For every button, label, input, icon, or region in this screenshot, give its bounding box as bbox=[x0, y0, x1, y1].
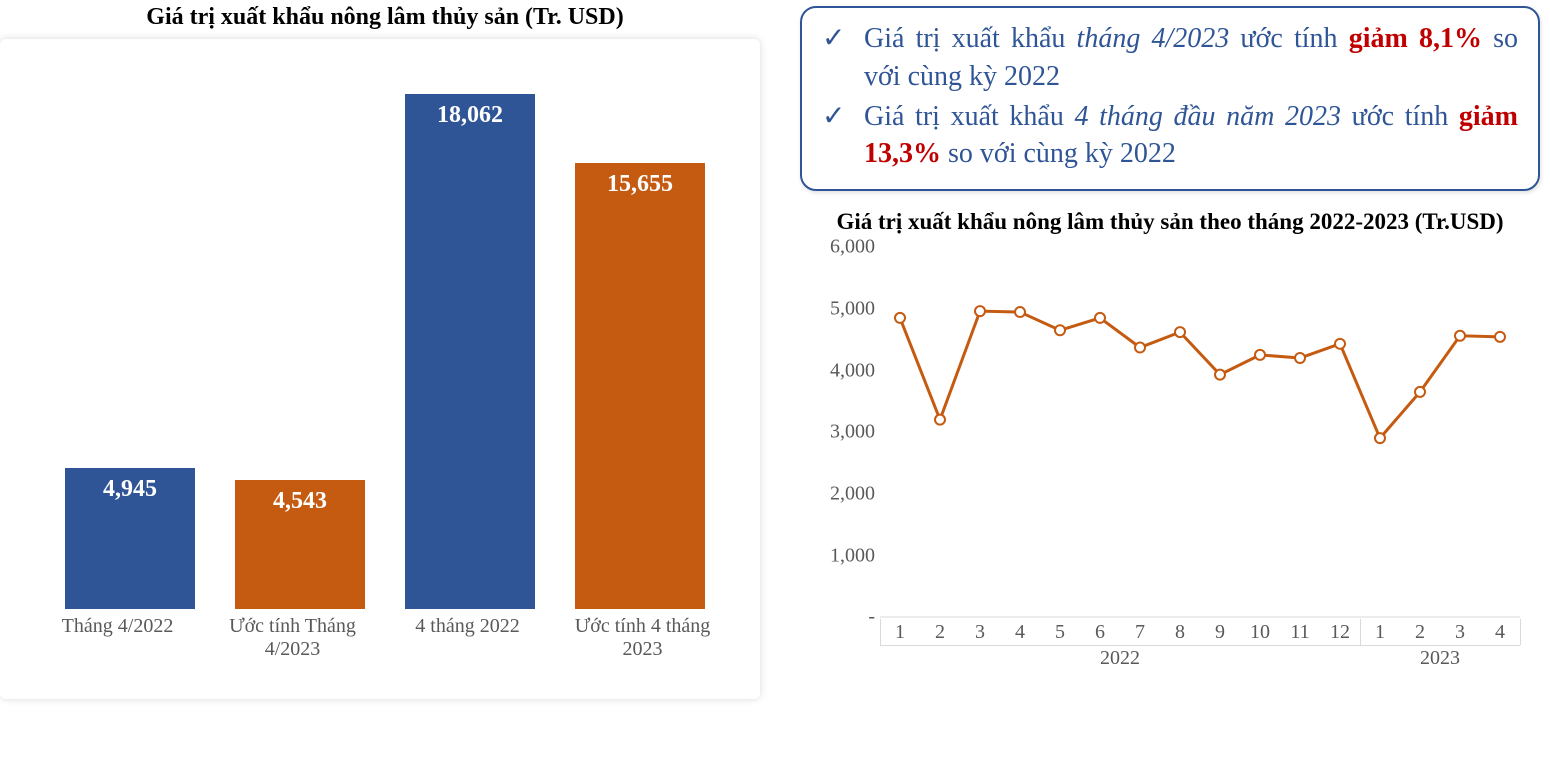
y-tick-label: - bbox=[800, 606, 875, 629]
bar-value-label: 4,945 bbox=[65, 476, 195, 503]
bar: 15,655 bbox=[575, 163, 705, 609]
line-marker bbox=[975, 306, 985, 316]
callout-text-post: so với cùng kỳ 2022 bbox=[941, 138, 1176, 169]
line-marker bbox=[1175, 327, 1185, 337]
line-marker bbox=[1215, 370, 1225, 380]
bar-body bbox=[575, 163, 705, 609]
check-icon: ✓ bbox=[822, 20, 864, 58]
y-tick-label: 6,000 bbox=[800, 236, 875, 259]
line-marker bbox=[935, 415, 945, 425]
y-tick-label: 1,000 bbox=[800, 544, 875, 567]
line-marker bbox=[1295, 353, 1305, 363]
y-tick-label: 3,000 bbox=[800, 421, 875, 444]
line-marker bbox=[1255, 350, 1265, 360]
x-group-separator bbox=[1520, 619, 1521, 645]
bar: 4,945 bbox=[65, 468, 195, 609]
bar-chart: 4,9454,54318,06215,655 Tháng 4/2022Ước t… bbox=[0, 39, 760, 699]
callout-text-pre: Giá trị xuất khẩu bbox=[864, 101, 1074, 132]
x-group-label: 2022 bbox=[1100, 647, 1140, 670]
line-marker bbox=[1335, 339, 1345, 349]
y-tick-label: 5,000 bbox=[800, 297, 875, 320]
x-tick-label: 3 bbox=[1455, 621, 1465, 644]
line-marker bbox=[1135, 343, 1145, 353]
callout-text-mid: ước tính bbox=[1229, 23, 1348, 54]
x-tick-label: 1 bbox=[1375, 621, 1385, 644]
bar-x-label: Tháng 4/2022 bbox=[33, 615, 203, 661]
x-tick-label: 5 bbox=[1055, 621, 1065, 644]
bar-x-label: 4 tháng 2022 bbox=[383, 615, 553, 661]
line-marker bbox=[1375, 433, 1385, 443]
x-tick-label: 11 bbox=[1290, 621, 1309, 644]
bar-value-label: 18,062 bbox=[405, 102, 535, 129]
line-marker bbox=[1015, 307, 1025, 317]
bar: 18,062 bbox=[405, 94, 535, 609]
x-tick-label: 6 bbox=[1095, 621, 1105, 644]
bar-x-label: Ước tính 4 tháng 2023 bbox=[558, 615, 728, 661]
bar-chart-x-labels: Tháng 4/2022Ước tính Tháng 4/20234 tháng… bbox=[30, 615, 730, 661]
y-tick-label: 4,000 bbox=[800, 359, 875, 382]
callout-text-highlight: giảm 8,1% bbox=[1349, 23, 1482, 54]
x-group-underline bbox=[880, 645, 1360, 646]
line-marker bbox=[1415, 387, 1425, 397]
line-marker bbox=[1095, 313, 1105, 323]
callout-item: ✓Giá trị xuất khẩu tháng 4/2023 ước tính… bbox=[822, 20, 1518, 96]
left-column: Giá trị xuất khẩu nông lâm thủy sản (Tr.… bbox=[0, 0, 780, 763]
x-tick-label: 9 bbox=[1215, 621, 1225, 644]
x-tick-label: 8 bbox=[1175, 621, 1185, 644]
x-tick-label: 7 bbox=[1135, 621, 1145, 644]
x-group-separator bbox=[1360, 619, 1361, 645]
x-tick-label: 2 bbox=[1415, 621, 1425, 644]
x-tick-label: 1 bbox=[895, 621, 905, 644]
check-icon: ✓ bbox=[822, 98, 864, 136]
bar: 4,543 bbox=[235, 480, 365, 609]
line-series bbox=[900, 311, 1500, 438]
x-group-underline bbox=[1360, 645, 1520, 646]
line-marker bbox=[1455, 331, 1465, 341]
line-marker bbox=[1495, 332, 1505, 342]
bar-x-label: Ước tính Tháng 4/2023 bbox=[208, 615, 378, 661]
x-tick-label: 12 bbox=[1330, 621, 1350, 644]
line-chart-title: Giá trị xuất khẩu nông lâm thủy sản theo… bbox=[800, 209, 1540, 235]
line-chart: - 1,000 2,000 3,000 4,000 5,000 6,000 12… bbox=[800, 241, 1530, 701]
callout-item: ✓Giá trị xuất khẩu 4 tháng đầu năm 2023 … bbox=[822, 98, 1518, 174]
x-tick-label: 3 bbox=[975, 621, 985, 644]
x-group-separator bbox=[880, 619, 881, 645]
line-marker bbox=[1055, 325, 1065, 335]
x-group-label: 2023 bbox=[1420, 647, 1460, 670]
line-chart-plot bbox=[880, 247, 1520, 617]
x-tick-label: 2 bbox=[935, 621, 945, 644]
summary-callout: ✓Giá trị xuất khẩu tháng 4/2023 ước tính… bbox=[800, 6, 1540, 191]
bar-chart-title: Giá trị xuất khẩu nông lâm thủy sản (Tr.… bbox=[0, 4, 770, 31]
callout-text-pre: Giá trị xuất khẩu bbox=[864, 23, 1077, 54]
bar-body bbox=[405, 94, 535, 609]
right-column: ✓Giá trị xuất khẩu tháng 4/2023 ước tính… bbox=[780, 0, 1550, 763]
page-root: Giá trị xuất khẩu nông lâm thủy sản (Tr.… bbox=[0, 0, 1550, 763]
callout-text-italic: 4 tháng đầu năm 2023 bbox=[1074, 101, 1341, 132]
bar-value-label: 4,543 bbox=[235, 488, 365, 515]
callout-text-italic: tháng 4/2023 bbox=[1077, 23, 1230, 54]
bar-value-label: 15,655 bbox=[575, 171, 705, 198]
x-tick-label: 10 bbox=[1250, 621, 1270, 644]
y-tick-label: 2,000 bbox=[800, 482, 875, 505]
bar-chart-plot: 4,945 4,543 18,062 15,655 bbox=[30, 39, 730, 609]
x-tick-label: 4 bbox=[1495, 621, 1505, 644]
x-tick-label: 4 bbox=[1015, 621, 1025, 644]
line-marker bbox=[895, 313, 905, 323]
callout-text-mid: ước tính bbox=[1341, 101, 1459, 132]
line-chart-svg bbox=[880, 247, 1520, 617]
